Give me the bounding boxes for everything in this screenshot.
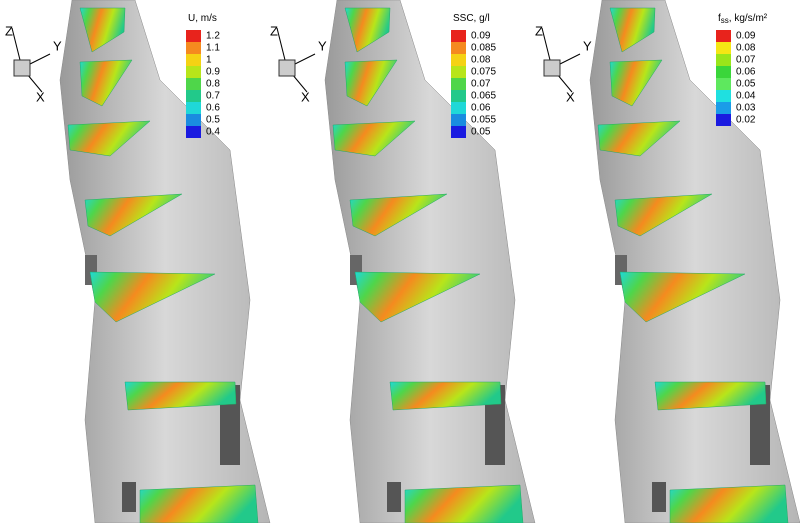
legend-title-part: SSC, g/l: [453, 13, 490, 24]
panel: Z Y X U, m/s 1.21.110.90.80.70.60.50.4: [5, 0, 270, 523]
legend-label: 0.07: [736, 55, 756, 66]
legend-label: 0.5: [206, 115, 220, 126]
figure: Z Y X U, m/s 1.21.110.90.80.70.60.50.4 Z Y X SSC…: [0, 0, 800, 523]
legend-label: 0.9: [206, 67, 220, 78]
legend-swatch: [716, 54, 731, 66]
legend-swatch: [186, 66, 201, 78]
triad-cube: [279, 60, 295, 76]
legend-label: 0.065: [471, 91, 496, 102]
cross-section: [670, 485, 788, 523]
legend-label: 0.7: [206, 91, 220, 102]
pier: [122, 482, 136, 512]
legend-title: SSC, g/l: [453, 13, 490, 24]
legend-label: 0.075: [471, 67, 496, 78]
legend-swatch: [451, 54, 466, 66]
legend-title-part: ss: [721, 16, 729, 25]
axis-label: X: [36, 89, 45, 104]
legend-title-part: U, m/s: [188, 13, 217, 24]
legend-swatch: [451, 102, 466, 114]
legend-label: 0.03: [736, 103, 756, 114]
legend-label: 0.09: [471, 31, 491, 42]
legend-swatch: [716, 66, 731, 78]
axis-label: Z: [270, 23, 278, 38]
legend-label: 0.05: [736, 79, 756, 90]
legend-label: 0.04: [736, 91, 756, 102]
axis-label: Z: [535, 23, 543, 38]
legend-swatch: [716, 30, 731, 42]
legend-swatch: [186, 54, 201, 66]
legend-swatch: [716, 78, 731, 90]
legend-label: 0.08: [736, 43, 756, 54]
legend-swatch: [451, 90, 466, 102]
axis-label: Y: [583, 38, 592, 53]
legend-label: 0.055: [471, 115, 496, 126]
legend-label: 0.085: [471, 43, 496, 54]
legend-swatch: [451, 66, 466, 78]
legend-swatch: [186, 102, 201, 114]
legend-title-part: , kg/s/m²: [729, 13, 768, 24]
legend-swatch: [186, 78, 201, 90]
legend-swatch: [716, 42, 731, 54]
legend-label: 0.05: [471, 127, 491, 138]
legend-swatch: [716, 114, 731, 126]
legend-swatch: [186, 90, 201, 102]
legend-title: U, m/s: [188, 13, 217, 24]
legend-label: 0.07: [471, 79, 491, 90]
page: {"triad": {"x": "X", "y": "Y", "z": "Z"}…: [0, 0, 800, 523]
legend-swatch: [186, 126, 201, 138]
legend-label: 1.2: [206, 31, 220, 42]
legend-label: 0.06: [471, 103, 491, 114]
axis-label: X: [301, 89, 310, 104]
axis-label: X: [566, 89, 575, 104]
legend-label: 1.1: [206, 43, 220, 54]
triad-cube: [544, 60, 560, 76]
legend-swatch: [186, 114, 201, 126]
cross-section: [140, 485, 258, 523]
axis-label: Z: [5, 23, 13, 38]
pier: [652, 482, 666, 512]
legend-swatch: [451, 30, 466, 42]
legend-label: 0.09: [736, 31, 756, 42]
axis-label: Y: [53, 38, 62, 53]
triad-cube: [14, 60, 30, 76]
legend-label: 1: [206, 55, 212, 66]
legend-swatch: [451, 126, 466, 138]
legend-swatch: [716, 90, 731, 102]
legend-swatch: [716, 102, 731, 114]
legend-swatch: [451, 114, 466, 126]
pier: [387, 482, 401, 512]
legend-swatch: [186, 30, 201, 42]
legend-label: 0.02: [736, 115, 756, 126]
legend-swatch: [451, 78, 466, 90]
axis-label: Y: [318, 38, 327, 53]
legend-swatch: [451, 42, 466, 54]
legend-label: 0.8: [206, 79, 220, 90]
cross-section: [405, 485, 523, 523]
legend-label: 0.06: [736, 67, 756, 78]
legend-label: 0.6: [206, 103, 220, 114]
legend-label: 0.4: [206, 127, 220, 138]
legend-swatch: [186, 42, 201, 54]
legend-title: fss, kg/s/m²: [718, 13, 768, 25]
legend-label: 0.08: [471, 55, 491, 66]
